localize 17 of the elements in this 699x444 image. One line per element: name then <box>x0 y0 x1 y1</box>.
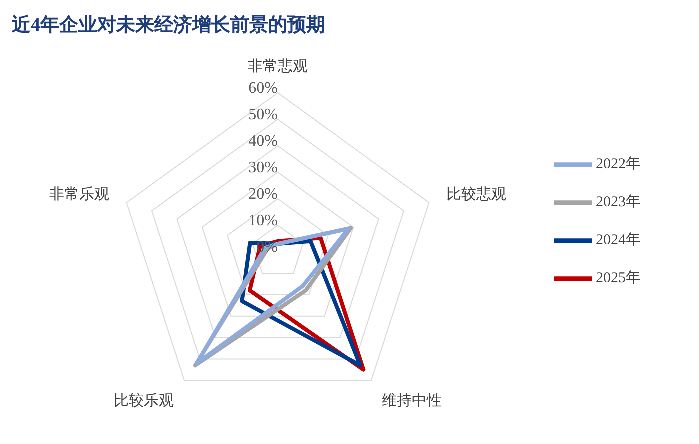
y-tick-label: 40% <box>248 133 278 150</box>
y-tick-label: 60% <box>248 80 278 97</box>
legend-label: 2025年 <box>596 270 641 286</box>
y-tick-label: 20% <box>248 186 278 203</box>
legend-label: 2023年 <box>596 194 641 210</box>
y-tick-label: 50% <box>248 106 278 124</box>
spoke-label: 非常乐观 <box>50 186 110 203</box>
legend-label: 2022年 <box>596 156 641 172</box>
y-tick-label: 0% <box>256 239 278 256</box>
spoke-label: 比较乐观 <box>114 392 174 410</box>
y-tick-label: 30% <box>248 160 278 176</box>
legend-label: 2024年 <box>596 232 641 248</box>
spoke-label: 维持中性 <box>382 392 442 410</box>
spoke-label: 比较悲观 <box>446 186 506 203</box>
y-tick-label: 10% <box>248 212 278 230</box>
spoke-label: 非常悲观 <box>248 58 308 75</box>
chart-title: 近4年企业对未来经济增长前景的预期 <box>12 14 326 38</box>
